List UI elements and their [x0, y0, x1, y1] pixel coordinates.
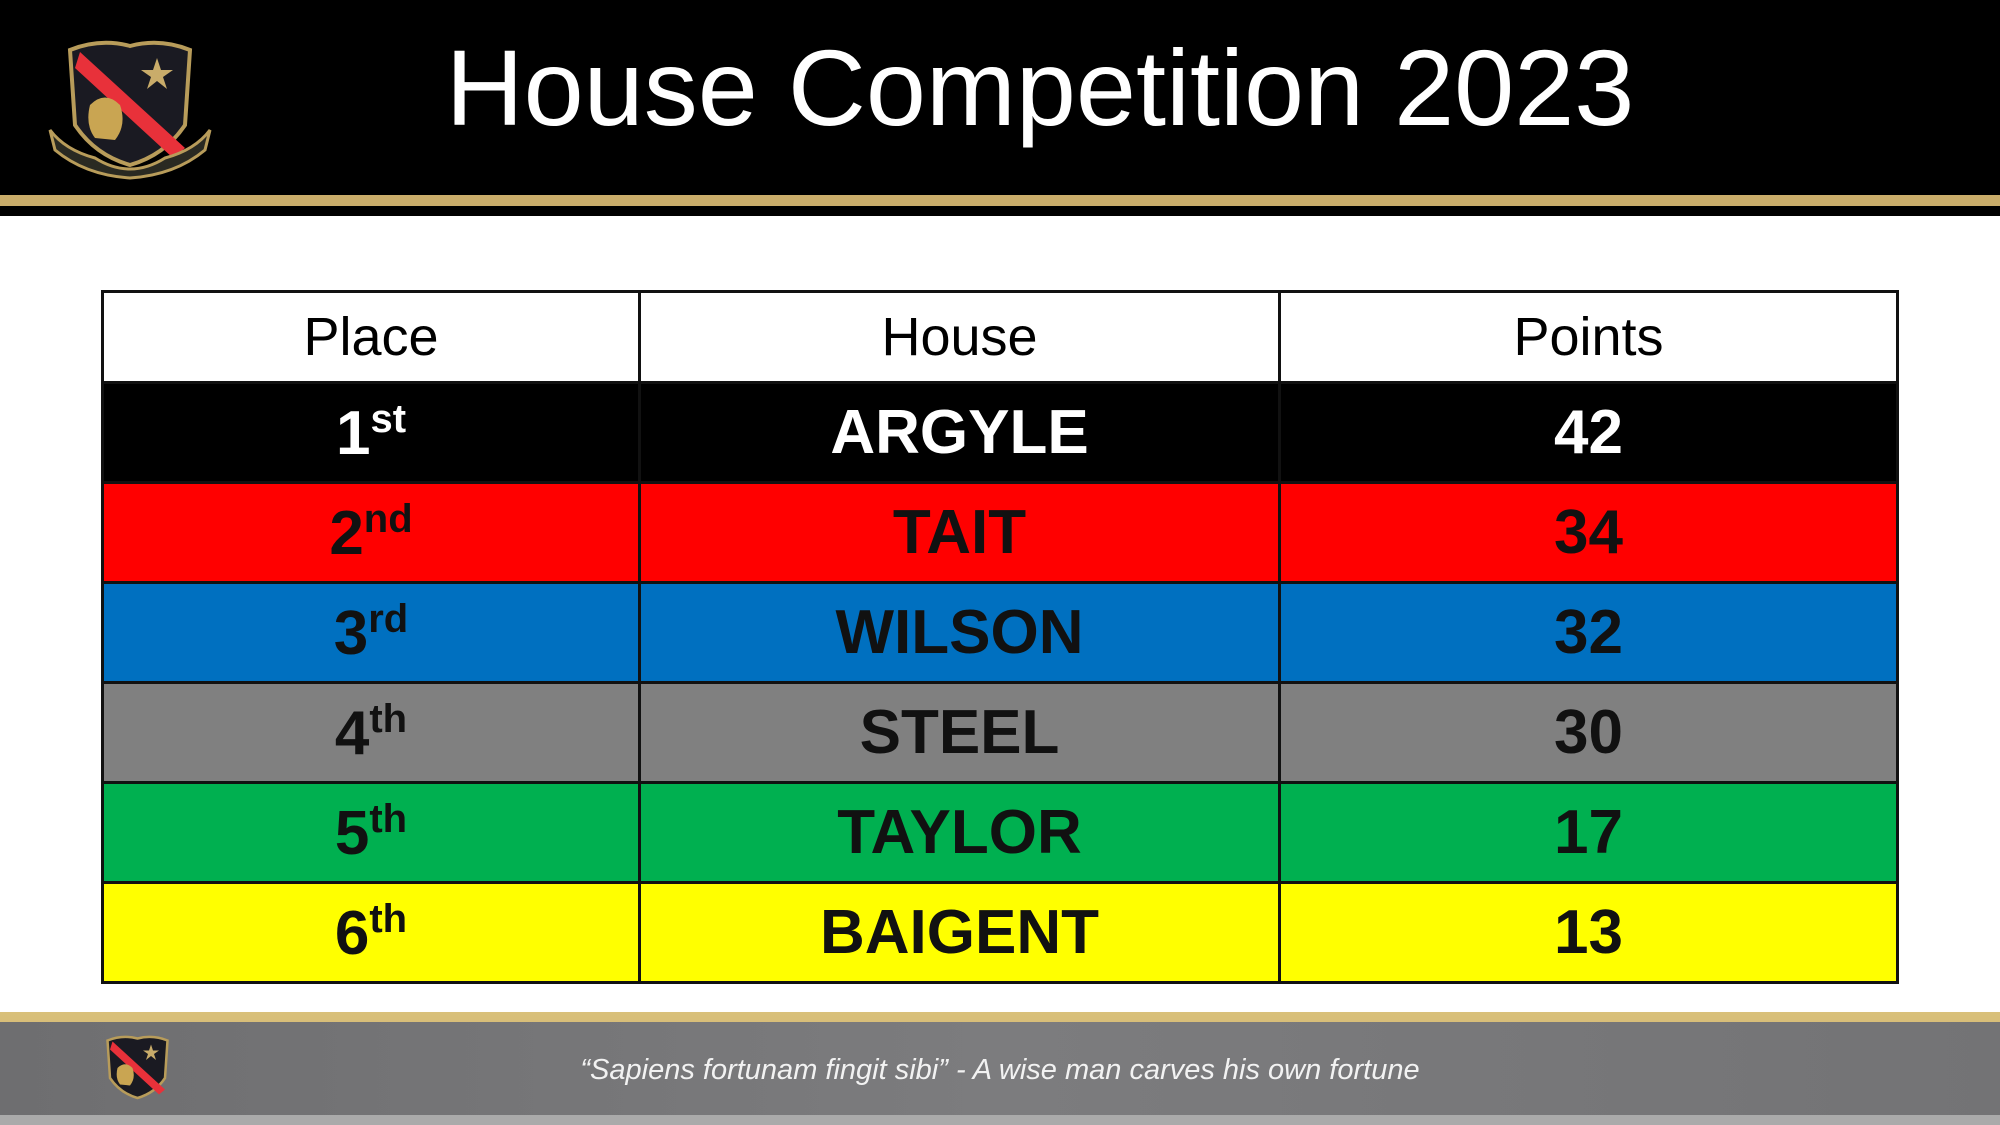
gold-divider: [0, 195, 2000, 206]
house-cell: ARGYLE: [638, 381, 1281, 484]
place-suffix: rd: [368, 596, 409, 641]
place-number: 6: [334, 898, 370, 968]
place-cell: 1st: [101, 381, 641, 484]
place-number: 5: [334, 798, 370, 868]
table-header-row: Place House Points: [101, 290, 1899, 384]
place-cell: 6th: [101, 881, 641, 984]
footer-bottom-band: [0, 1115, 2000, 1125]
points-cell: 13: [1278, 881, 1899, 984]
table-row: 6th BAIGENT 13: [101, 881, 1899, 984]
page-title: House Competition 2023: [445, 27, 1635, 148]
school-crest-logo: [48, 40, 212, 180]
place-suffix: st: [370, 396, 407, 441]
place-suffix: th: [369, 696, 408, 741]
place-cell: 2nd: [101, 481, 641, 584]
column-header-place: Place: [101, 290, 641, 384]
house-cell: WILSON: [638, 581, 1281, 684]
place-suffix: th: [369, 896, 408, 941]
table-row: 3rd WILSON 32: [101, 581, 1899, 684]
place-suffix: nd: [363, 496, 413, 541]
column-header-house: House: [638, 290, 1281, 384]
table-row: 5th TAYLOR 17: [101, 781, 1899, 884]
points-cell: 30: [1278, 681, 1899, 784]
place-number: 4: [334, 698, 370, 768]
place-number: 2: [329, 498, 364, 568]
place-cell: 4th: [101, 681, 641, 784]
school-motto: “Sapiens fortunam fingit sibi” - A wise …: [580, 1054, 1420, 1086]
house-cell: TAIT: [638, 481, 1281, 584]
header-banner: House Competition 2023: [0, 0, 2000, 216]
place-cell: 5th: [101, 781, 641, 884]
footer: “Sapiens fortunam fingit sibi” - A wise …: [0, 1012, 2000, 1125]
house-cell: TAYLOR: [638, 781, 1281, 884]
points-cell: 42: [1278, 381, 1899, 484]
place-suffix: th: [369, 796, 408, 841]
footer-crest-logo: [106, 1035, 169, 1100]
standings-table: Place House Points 1st ARGYLE 42 2nd TAIT…: [101, 290, 1899, 984]
place-number: 1: [335, 398, 371, 468]
points-cell: 17: [1278, 781, 1899, 884]
points-cell: 34: [1278, 481, 1899, 584]
footer-bar: “Sapiens fortunam fingit sibi” - A wise …: [0, 1022, 2000, 1115]
house-cell: STEEL: [638, 681, 1281, 784]
table-row: 1st ARGYLE 42: [101, 381, 1899, 484]
table-row: 2nd TAIT 34: [101, 481, 1899, 584]
place-number: 3: [333, 598, 369, 668]
points-cell: 32: [1278, 581, 1899, 684]
place-cell: 3rd: [101, 581, 641, 684]
column-header-points: Points: [1278, 290, 1899, 384]
house-cell: BAIGENT: [638, 881, 1281, 984]
table-row: 4th STEEL 30: [101, 681, 1899, 784]
